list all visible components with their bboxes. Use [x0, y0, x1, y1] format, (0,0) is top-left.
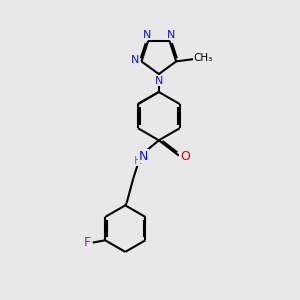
Text: F: F — [83, 236, 90, 249]
Text: H: H — [134, 156, 142, 166]
Text: N: N — [142, 29, 151, 40]
Text: N: N — [167, 29, 175, 40]
Text: N: N — [139, 150, 148, 163]
Text: N: N — [154, 76, 163, 85]
Text: CH₃: CH₃ — [194, 53, 213, 64]
Text: N: N — [131, 55, 139, 65]
Text: O: O — [180, 150, 190, 163]
